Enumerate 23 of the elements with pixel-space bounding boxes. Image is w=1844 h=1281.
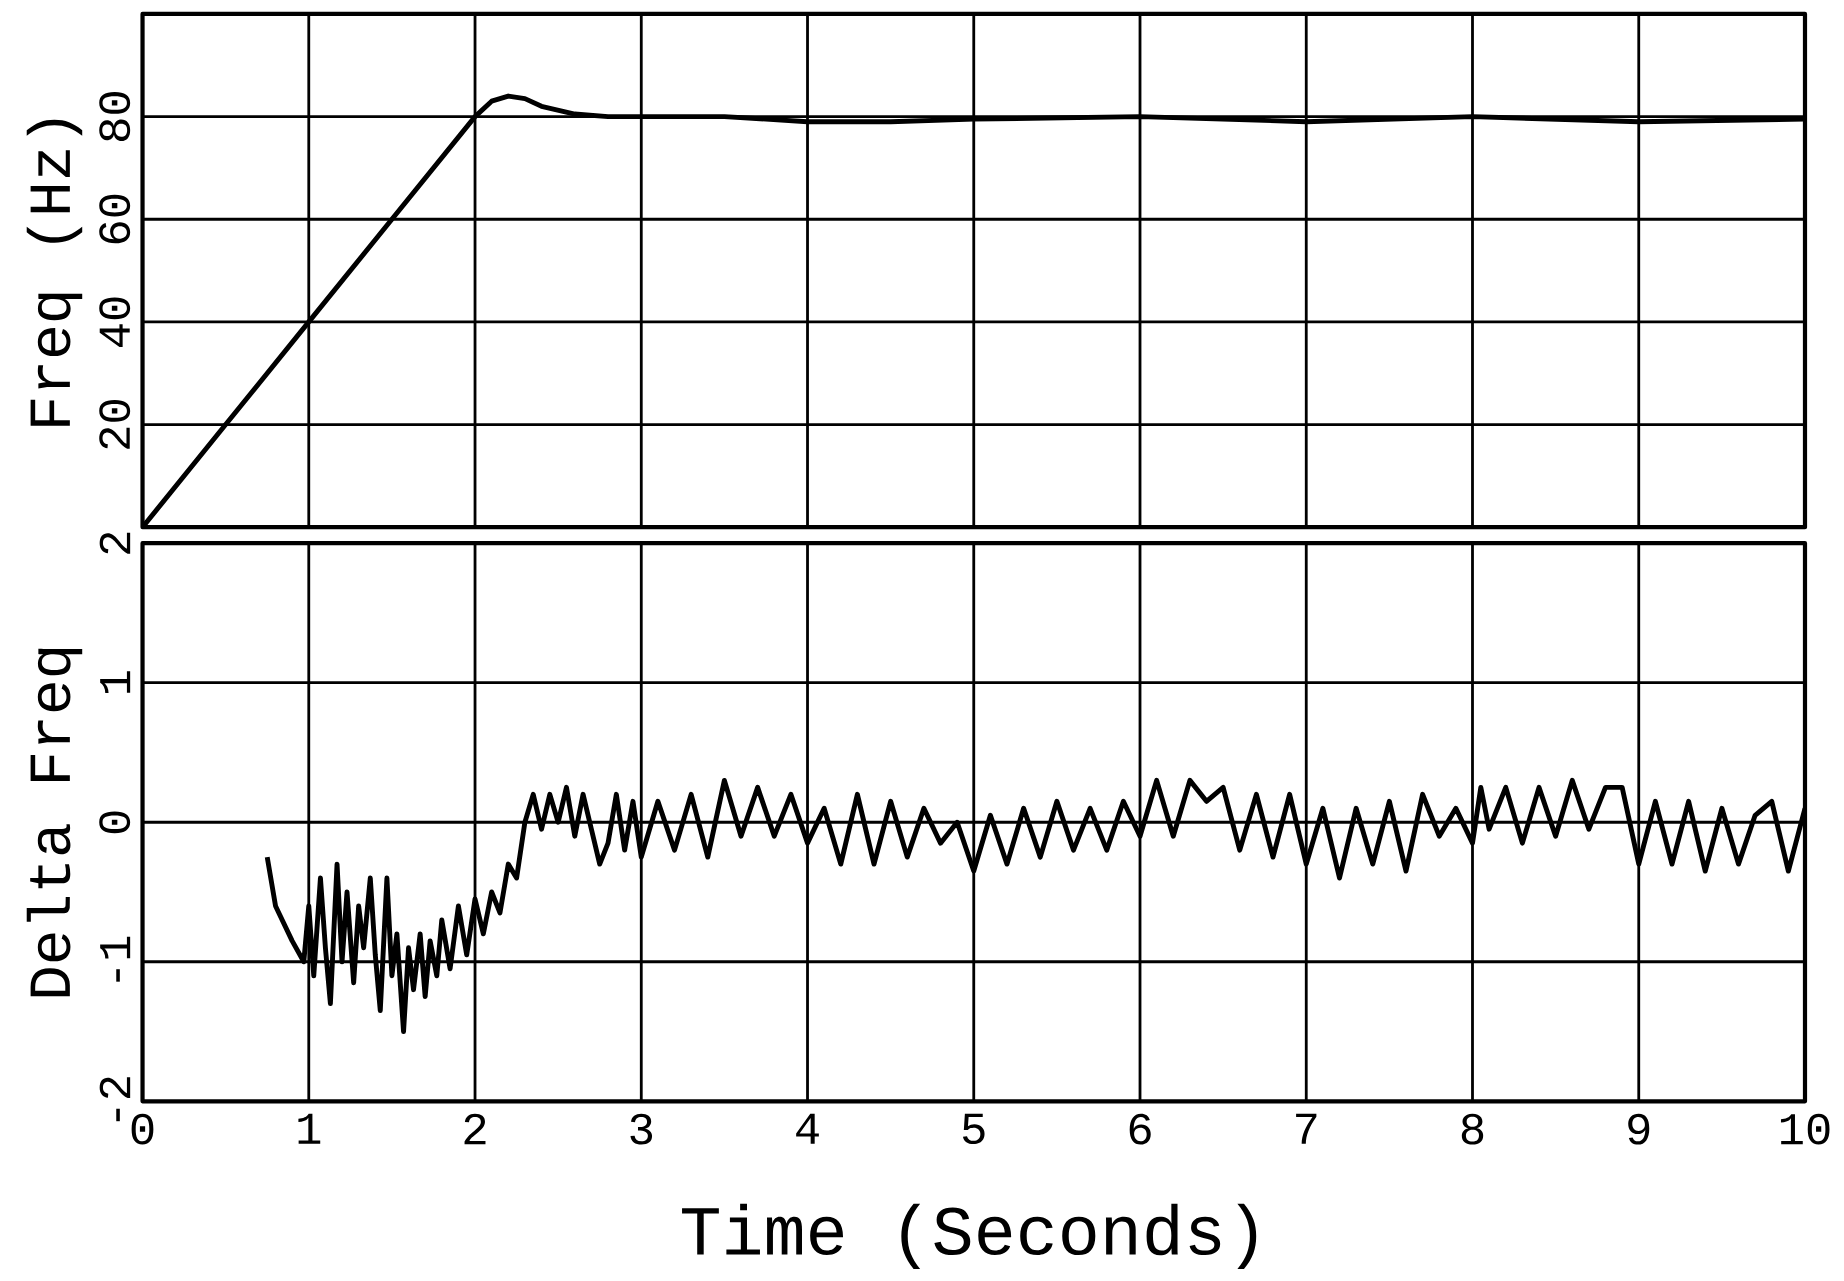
y-tick-label: 40 (99, 297, 131, 348)
x-tick-label: 4 (796, 1113, 819, 1144)
x-axis-title: Time (Seconds) (682, 1203, 1257, 1270)
x-tick-label: 2 (464, 1113, 486, 1145)
x-tick-label: 3 (630, 1113, 653, 1145)
x-tick-label: 6 (1129, 1113, 1151, 1145)
y-axis-title: Freq (Hz) (26, 120, 83, 426)
x-tick-label: 0 (131, 1113, 154, 1145)
y-tick-label: 80 (99, 92, 131, 142)
y-tick-label: -1 (100, 936, 131, 982)
x-tick-label: 8 (1461, 1113, 1484, 1145)
y-tick-label: 60 (99, 194, 131, 244)
x-tick-label: 1 (298, 1113, 321, 1144)
y-axis-title: Delta Freq (26, 648, 83, 997)
y-tick-label: 1 (100, 671, 131, 694)
y-tick-label: 0 (99, 811, 131, 834)
y-tick-label: 2 (99, 532, 131, 554)
x-tick-label: 10 (1780, 1113, 1830, 1145)
y-tick-label: -2 (99, 1077, 131, 1122)
x-tick-label: 9 (1628, 1113, 1650, 1145)
x-tick-label: 5 (962, 1113, 985, 1145)
y-tick-label: 20 (99, 400, 131, 449)
x-tick-label: 7 (1296, 1113, 1317, 1144)
